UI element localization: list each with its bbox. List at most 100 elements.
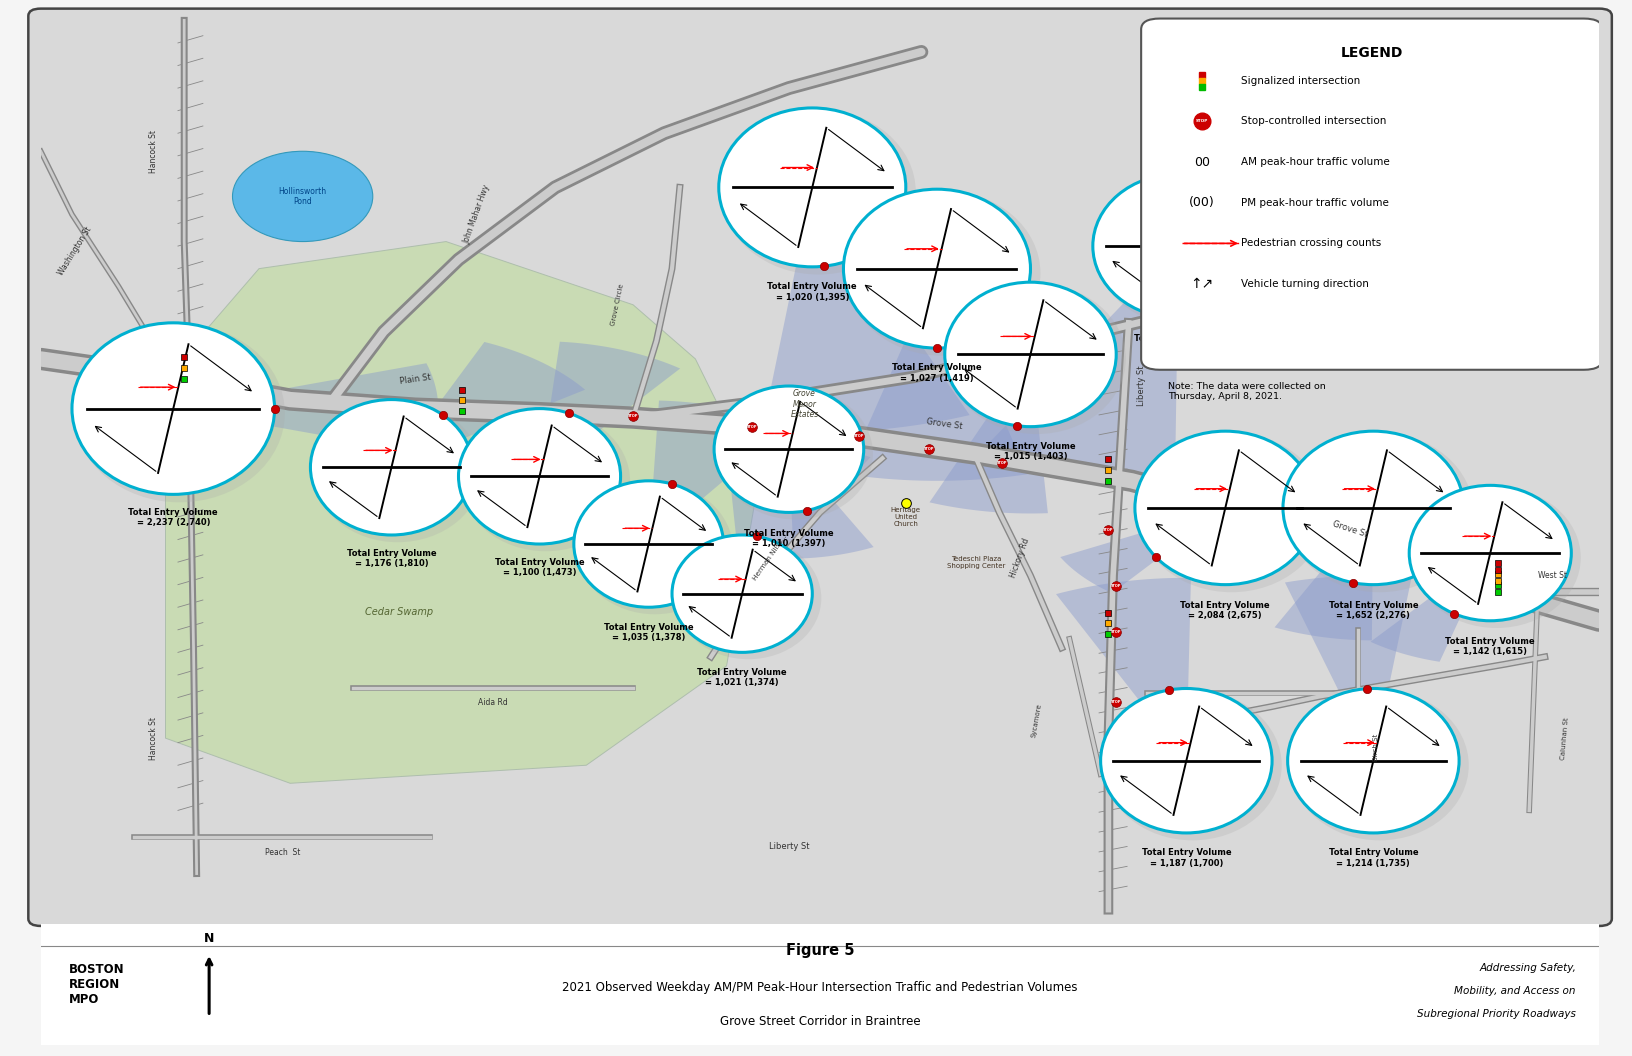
Text: Plain St: Plain St [398,373,431,386]
Ellipse shape [1283,431,1464,585]
Text: Vehicle turning direction: Vehicle turning direction [1240,279,1369,289]
Text: Total Entry Volume
= 1,015 (1,403): Total Entry Volume = 1,015 (1,403) [986,442,1075,461]
Polygon shape [984,246,1178,477]
FancyBboxPatch shape [1141,19,1603,370]
Polygon shape [540,342,681,476]
Text: Heritage
United
Church: Heritage United Church [891,507,920,527]
Text: Total Entry Volume
= 1,010 (1,397): Total Entry Volume = 1,010 (1,397) [744,529,834,548]
Text: (00): (00) [1190,196,1214,209]
Text: N: N [204,932,214,945]
Text: STOP: STOP [628,414,638,418]
Text: Cedar Swamp: Cedar Swamp [366,607,434,617]
FancyBboxPatch shape [28,8,1612,926]
FancyBboxPatch shape [24,923,1616,1046]
Text: STOP: STOP [854,434,865,437]
Polygon shape [847,268,1028,480]
Text: Signalized intersection: Signalized intersection [1240,76,1359,86]
Polygon shape [1056,578,1191,760]
Text: Note: The data were collected on
Thursday, April 8, 2021.: Note: The data were collected on Thursda… [1167,381,1325,401]
Polygon shape [788,449,873,559]
Text: LEGEND: LEGEND [1340,45,1404,59]
Ellipse shape [1095,175,1275,325]
Text: Grove St: Grove St [925,417,963,431]
Text: Mobility, and Access on: Mobility, and Access on [1454,986,1577,996]
Ellipse shape [1138,433,1325,592]
Text: Hancock St: Hancock St [149,130,158,173]
Text: ↑↗: ↑↗ [1190,277,1214,291]
Text: Grove Circle: Grove Circle [610,283,625,326]
Text: PM peak-hour traffic volume: PM peak-hour traffic volume [1240,197,1389,208]
Ellipse shape [1412,487,1581,628]
Text: Peach  St: Peach St [264,848,300,857]
Text: Hollinsworth
Pond: Hollinsworth Pond [279,187,326,206]
Ellipse shape [462,411,630,551]
Ellipse shape [718,388,873,520]
Ellipse shape [844,189,1030,348]
Polygon shape [165,242,757,784]
Text: John Mahar Hwy: John Mahar Hwy [462,184,493,245]
Ellipse shape [1100,689,1271,833]
Ellipse shape [313,401,481,542]
Polygon shape [930,355,1048,513]
Ellipse shape [721,109,916,275]
Polygon shape [1371,553,1490,662]
Polygon shape [1061,508,1226,593]
Text: Figure 5: Figure 5 [787,943,854,958]
Text: Total Entry Volume
= 1,100 (1,473): Total Entry Volume = 1,100 (1,473) [494,558,584,577]
Ellipse shape [574,480,723,607]
Ellipse shape [945,282,1116,427]
Text: Total Entry Volume
= 900 (1,123): Total Entry Volume = 900 (1,123) [1134,334,1224,353]
Polygon shape [648,400,788,544]
Ellipse shape [845,190,1041,356]
Text: Hickory Rd: Hickory Rd [1009,536,1031,579]
Text: 00: 00 [1195,155,1209,169]
Ellipse shape [73,324,286,503]
Text: STOP: STOP [1111,584,1121,588]
Text: Grove Street Corridor in Braintree: Grove Street Corridor in Braintree [720,1015,920,1027]
Text: Total Entry Volume
= 1,176 (1,810): Total Entry Volume = 1,176 (1,810) [346,548,436,568]
Ellipse shape [1288,689,1459,833]
Ellipse shape [232,151,372,242]
Text: STOP: STOP [746,425,757,429]
Ellipse shape [1291,691,1469,841]
Text: Total Entry Volume
= 2,084 (2,675): Total Entry Volume = 2,084 (2,675) [1180,601,1270,620]
Text: Grove St: Grove St [1332,520,1369,540]
Ellipse shape [715,386,863,512]
Ellipse shape [1103,691,1281,841]
Ellipse shape [459,409,620,544]
Text: Total Entry Volume
= 2,237 (2,740): Total Entry Volume = 2,237 (2,740) [129,508,219,527]
Text: STOP: STOP [997,460,1007,465]
Text: Total Entry Volume
= 1,142 (1,615): Total Entry Volume = 1,142 (1,615) [1446,637,1536,657]
Text: STOP: STOP [1196,119,1208,124]
Ellipse shape [310,399,473,535]
Text: Sycamore: Sycamore [1031,702,1043,738]
Ellipse shape [1093,174,1265,318]
Ellipse shape [1286,433,1474,592]
Ellipse shape [72,323,274,494]
Text: STOP: STOP [1111,700,1121,704]
Text: Total Entry Volume
= 1,027 (1,419): Total Entry Volume = 1,027 (1,419) [893,363,982,383]
Text: 2021 Observed Weekday AM/PM Peak-Hour Intersection Traffic and Pedestrian Volume: 2021 Observed Weekday AM/PM Peak-Hour In… [563,981,1077,994]
Text: Stop-controlled intersection: Stop-controlled intersection [1240,116,1386,127]
Text: Total Entry Volume
= 1,020 (1,395): Total Entry Volume = 1,020 (1,395) [767,282,857,302]
Ellipse shape [948,284,1126,434]
Text: Tedeschi Plaza
Shopping Center: Tedeschi Plaza Shopping Center [947,555,1005,568]
Ellipse shape [1134,431,1315,585]
Polygon shape [1275,508,1374,640]
Ellipse shape [1408,486,1572,621]
Text: Herman Nilss...: Herman Nilss... [752,533,788,582]
Text: Total Entry Volume
= 1,035 (1,378): Total Entry Volume = 1,035 (1,378) [604,623,694,642]
Text: Hancock St: Hancock St [149,717,158,759]
Text: West St: West St [1537,571,1567,580]
Text: Pedestrian crossing counts: Pedestrian crossing counts [1240,239,1381,248]
Text: Total Entry Volume
= 1,652 (2,276): Total Entry Volume = 1,652 (2,276) [1328,601,1418,620]
Text: Liberty St: Liberty St [769,842,809,851]
Text: Plain  St: Plain St [1191,269,1227,288]
Text: Total Entry Volume
= 1,214 (1,735): Total Entry Volume = 1,214 (1,735) [1328,848,1418,868]
Ellipse shape [578,483,733,615]
Text: Aida Rd: Aida Rd [478,698,508,708]
Ellipse shape [676,538,821,659]
Polygon shape [392,342,586,467]
Ellipse shape [718,108,906,267]
Text: BOSTON
REGION
MPO: BOSTON REGION MPO [69,963,124,1006]
